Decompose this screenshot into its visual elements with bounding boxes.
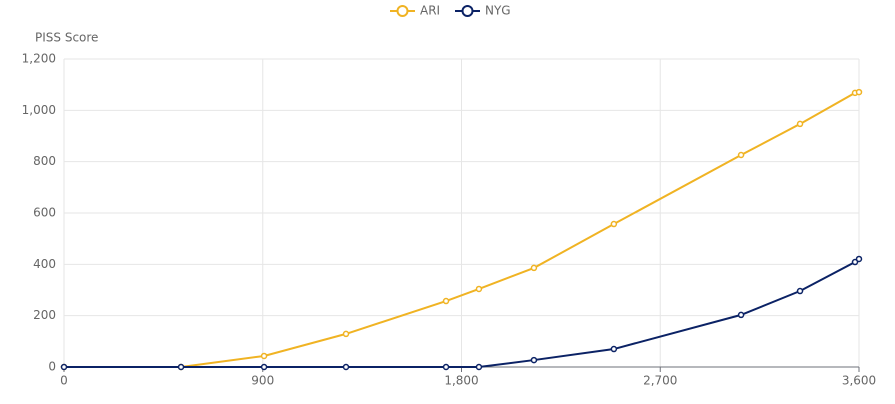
- x-tick-label: 3,600: [842, 374, 876, 388]
- y-tick-label: 400: [33, 257, 56, 271]
- y-tick-label: 600: [33, 206, 56, 220]
- data-point: [530, 264, 538, 272]
- legend-label[interactable]: NYG: [485, 4, 511, 18]
- data-point: [610, 345, 618, 353]
- legend-icon: [396, 5, 409, 17]
- series-line: [64, 258, 860, 368]
- data-point: [342, 330, 350, 338]
- data-point: [855, 255, 863, 263]
- data-point: [342, 363, 350, 371]
- y-tick-label: 0: [48, 360, 56, 374]
- y-tick-label: 1,000: [22, 103, 56, 117]
- x-tick-label: 900: [251, 374, 274, 388]
- data-point: [475, 285, 483, 293]
- data-point: [851, 258, 859, 266]
- y-axis-label: PISS Score: [35, 31, 98, 45]
- data-point: [260, 352, 268, 360]
- data-point: [796, 287, 804, 295]
- data-point: [260, 363, 268, 371]
- data-point: [475, 363, 483, 371]
- data-point: [796, 120, 804, 128]
- data-point: [610, 220, 618, 228]
- y-tick-label: 1,200: [22, 52, 56, 66]
- data-point: [177, 363, 185, 371]
- data-point: [442, 297, 450, 305]
- data-point: [737, 151, 745, 159]
- y-tick-label: 800: [33, 154, 56, 168]
- x-tick-label: 2,700: [643, 374, 677, 388]
- series-line: [64, 91, 860, 368]
- data-point: [530, 356, 538, 364]
- legend-icon: [461, 5, 474, 17]
- legend-label[interactable]: ARI: [420, 4, 440, 18]
- data-point: [737, 311, 745, 319]
- data-point: [855, 88, 863, 96]
- data-point: [60, 363, 68, 371]
- x-tick-label: 1,800: [444, 374, 478, 388]
- data-point: [442, 363, 450, 371]
- y-tick-label: 200: [33, 308, 56, 322]
- x-tick-label: 0: [60, 374, 68, 388]
